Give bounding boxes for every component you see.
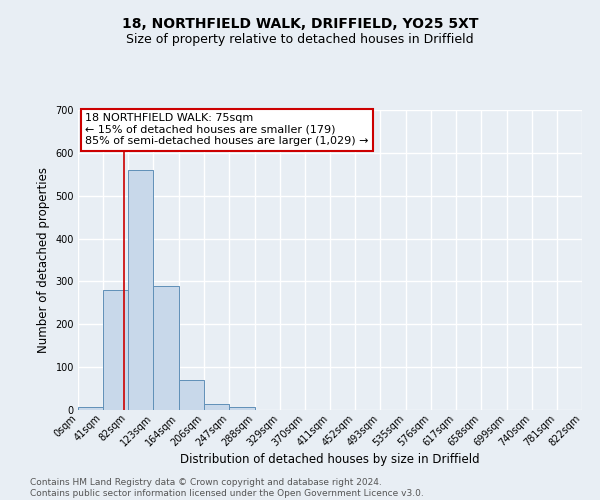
Text: Contains HM Land Registry data © Crown copyright and database right 2024.
Contai: Contains HM Land Registry data © Crown c… <box>30 478 424 498</box>
Text: 18 NORTHFIELD WALK: 75sqm
← 15% of detached houses are smaller (179)
85% of semi: 18 NORTHFIELD WALK: 75sqm ← 15% of detac… <box>85 113 369 146</box>
Text: 18, NORTHFIELD WALK, DRIFFIELD, YO25 5XT: 18, NORTHFIELD WALK, DRIFFIELD, YO25 5XT <box>122 18 478 32</box>
X-axis label: Distribution of detached houses by size in Driffield: Distribution of detached houses by size … <box>180 453 480 466</box>
Bar <box>154 286 179 410</box>
Text: Size of property relative to detached houses in Driffield: Size of property relative to detached ho… <box>126 32 474 46</box>
Y-axis label: Number of detached properties: Number of detached properties <box>37 167 50 353</box>
Bar <box>229 408 254 410</box>
Bar <box>78 406 103 410</box>
Bar <box>103 290 128 410</box>
Bar <box>128 170 154 410</box>
Bar <box>205 404 229 410</box>
Bar <box>179 380 205 410</box>
